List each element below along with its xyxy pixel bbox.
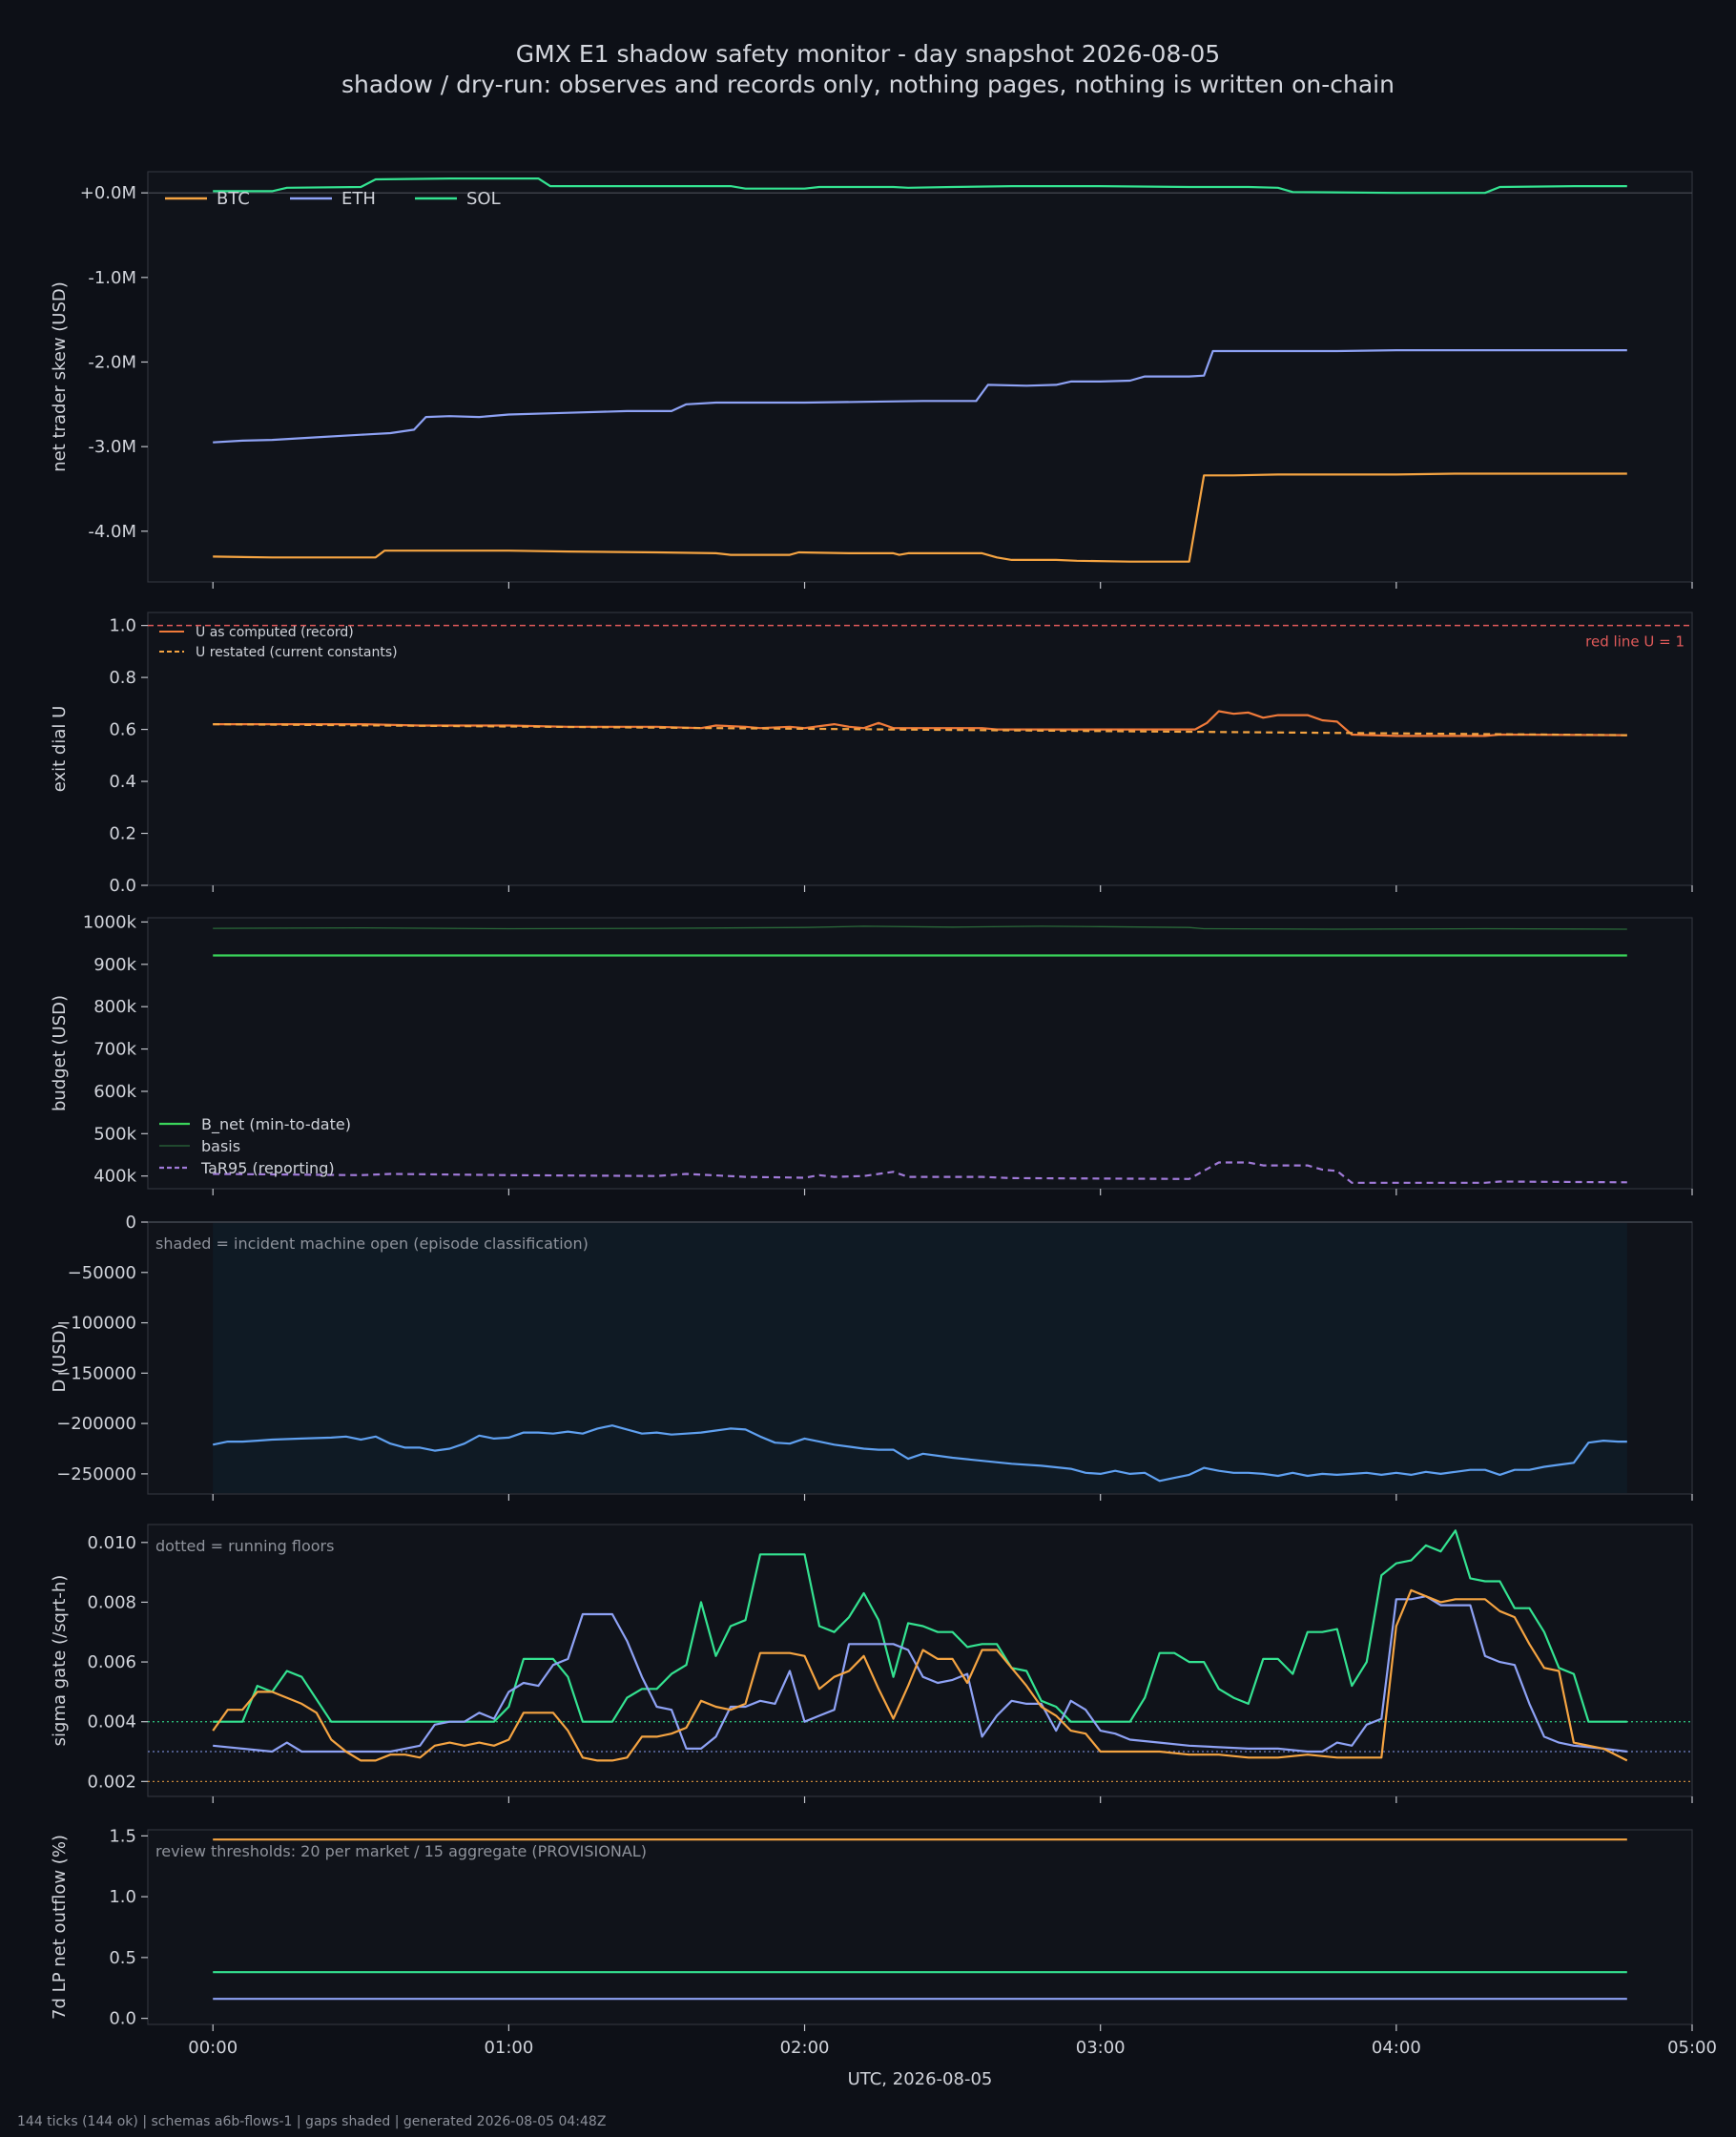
skew-ylabel: net trader skew (USD) [50,281,70,472]
skew-ytick-label: -2.0M [88,352,136,372]
panel-exit [147,612,1693,886]
panel-budget [147,917,1693,1190]
sigma-ytick-label: 0.004 [87,1712,136,1732]
exit-ytick-label: 0.6 [109,720,136,740]
dvalue-ytick-label: −150000 [56,1363,136,1383]
dvalue-series-d [212,1424,1627,1483]
dvalue-ylabel: D (USD) [50,1323,70,1392]
outflow-ytick-label: 0.0 [109,2009,136,2029]
dvalue-ytick-label: −200000 [56,1414,136,1434]
dvalue-annotation: shaded = incident machine open (episode … [155,1234,589,1253]
sigma-ytick-label: 0.008 [87,1592,136,1612]
outflow-ytick-label: 1.0 [109,1887,136,1907]
budget-series-basis [213,925,1627,930]
skew-legend-label: BTC [217,189,250,209]
exit-ytick-label: 0.8 [109,668,136,688]
sigma-series-btc [212,1588,1628,1762]
sigma-annotation: dotted = running floors [155,1537,334,1555]
outflow-ylabel: 7d LP net outflow (%) [50,1835,70,2020]
dvalue-ytick-label: 0 [126,1213,136,1233]
x-axis-label: UTC, 2026-08-05 [848,2069,993,2089]
dvalue-ytick-label: −50000 [68,1263,136,1283]
sigma-series-eth [213,1595,1627,1753]
panel-sigma [147,1524,1693,1797]
skew-series-sol [213,177,1627,195]
sigma-ylabel: sigma gate (/sqrt-h) [50,1575,70,1747]
xtick-label: 02:00 [780,2038,830,2058]
dvalue-ytick-label: −100000 [56,1314,136,1334]
budget-ytick-label: 600k [93,1082,136,1102]
budget-ylabel: budget (USD) [50,995,70,1111]
exit-ytick-label: 0.2 [109,824,136,844]
xtick-label: 04:00 [1372,2038,1421,2058]
skew-ytick-label: -4.0M [88,522,136,542]
sigma-ytick-label: 0.006 [87,1652,136,1672]
chart-title: GMX E1 shadow safety monitor - day snaps… [515,40,1221,68]
exit-ytick-label: 0.4 [109,772,136,792]
panel-outflow [147,1829,1693,2025]
dvalue-ytick-label: −250000 [56,1464,136,1484]
budget-ytick-label: 900k [93,955,136,975]
xtick-label: 00:00 [188,2038,238,2058]
exit-legend-label: U as computed (record) [196,625,354,640]
footer-status: 144 ticks (144 ok) | schemas a6b-flows-1… [17,2114,607,2129]
budget-ytick-label: 800k [93,997,136,1017]
skew-series-eth [213,349,1627,444]
skew-ytick-label: -1.0M [88,268,136,288]
exit-ytick-label: 0.0 [109,876,136,896]
budget-ytick-label: 500k [93,1124,136,1144]
exit-ylabel: exit dial U [50,706,70,793]
exit-ytick-label: 1.0 [109,616,136,636]
sigma-ytick-label: 0.010 [87,1533,136,1553]
panel-skew [147,171,1693,583]
budget-legend-label: basis [201,1137,240,1155]
dvalue-shaded-region [213,1223,1627,1493]
xtick-label: 05:00 [1667,2038,1717,2058]
budget-legend-label: TaR95 (reporting) [200,1159,335,1177]
skew-ytick-label: +0.0M [80,183,136,203]
sigma-series-sol [213,1529,1627,1723]
sigma-ytick-label: 0.002 [87,1772,136,1792]
exit-legend-label: U restated (current constants) [196,645,398,660]
chart-subtitle: shadow / dry-run: observes and records o… [341,71,1395,98]
budget-ytick-label: 400k [93,1167,136,1187]
budget-ytick-label: 1000k [83,912,137,932]
xtick-label: 01:00 [484,2038,533,2058]
outflow-ytick-label: 1.5 [109,1826,136,1846]
xtick-label: 03:00 [1076,2038,1126,2058]
outflow-annotation: review thresholds: 20 per market / 15 ag… [155,1842,647,1860]
budget-ytick-label: 700k [93,1040,136,1060]
budget-legend-label: B_net (min-to-date) [201,1115,351,1134]
skew-legend-label: ETH [341,189,376,209]
exit-annotation: red line U = 1 [1585,633,1684,651]
skew-series-btc [213,472,1627,563]
skew-ytick-label: -3.0M [88,437,136,457]
budget-series-tar95-reporting [213,1161,1627,1184]
outflow-ytick-label: 0.5 [109,1948,136,1968]
skew-legend-label: SOL [466,189,501,209]
